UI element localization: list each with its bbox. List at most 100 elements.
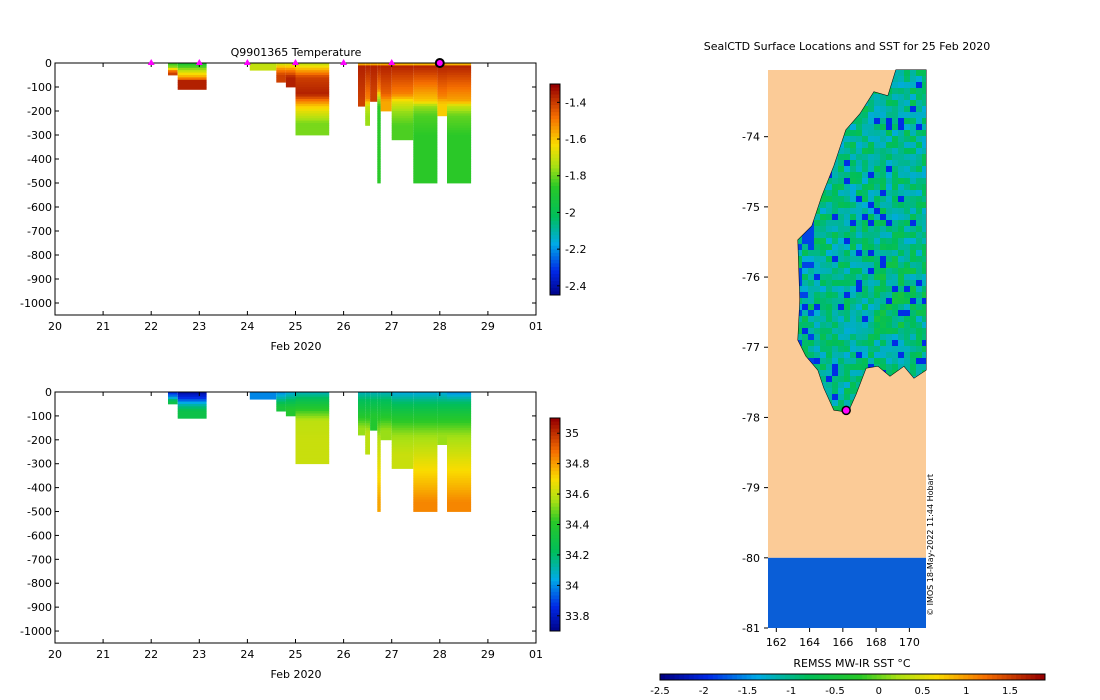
profile-12-cell [413, 461, 438, 465]
sst-cell [814, 208, 820, 214]
profile-11-cell [391, 427, 414, 431]
sst-colorbar-swatch [833, 674, 839, 680]
sst-cell [862, 208, 868, 214]
profile-11-cell [391, 65, 414, 69]
profile-11-cell [391, 444, 414, 448]
sst-colorbar-swatch [939, 674, 945, 680]
sst-cell [898, 352, 904, 358]
profile-1-cell [177, 392, 207, 395]
profile-10-cell [380, 82, 392, 85]
profile-12-cell [413, 473, 438, 477]
colorbar-swatch [550, 98, 560, 103]
profile-3-cell [276, 392, 286, 395]
profile-12-cell [413, 415, 438, 419]
profile-14-cell [447, 482, 472, 486]
sst-cell [802, 274, 808, 280]
sst-colorbar-tick-label: 1 [963, 686, 969, 697]
sst-cell [862, 322, 868, 328]
profile-8-cell [370, 418, 378, 422]
sst-cell [856, 250, 862, 256]
profile-6-cell [358, 432, 366, 436]
sst-colorbar-swatch [770, 674, 776, 680]
sst-cell [880, 340, 886, 346]
sst-cell [904, 322, 910, 328]
profile-5-cell [295, 454, 330, 457]
sst-cell [856, 346, 862, 352]
profile-12-cell [413, 178, 438, 181]
sst-colorbar-swatch [1035, 674, 1041, 680]
profile-6-cell [358, 99, 366, 102]
sst-cell [832, 334, 838, 340]
profile-11-cell [391, 118, 414, 121]
profile-10-cell [380, 435, 392, 438]
sst-cell [904, 118, 910, 124]
sst-cell [886, 304, 892, 310]
profile-8-cell [370, 75, 378, 78]
sst-cell [910, 208, 916, 214]
profile-11-cell [391, 420, 414, 424]
profile-13-cell [437, 425, 447, 429]
profile-7-cell [365, 437, 370, 441]
colorbar-swatch [550, 161, 560, 166]
sst-cell [862, 142, 868, 148]
profile-11-cell [391, 423, 414, 426]
sst-cell [898, 328, 904, 334]
sst-cell [910, 256, 916, 262]
colorbar-swatch [550, 563, 560, 568]
sst-cell [868, 112, 874, 118]
sst-cell [868, 208, 874, 214]
profile-1-cell [177, 75, 207, 78]
profile-14-cell [447, 149, 472, 153]
sst-cell [880, 154, 886, 160]
sst-cell [856, 268, 862, 274]
sst-cell [868, 262, 874, 268]
sst-cell [850, 256, 856, 262]
sst-cell [904, 154, 910, 160]
sst-cell [820, 268, 826, 274]
profile-12-cell [413, 120, 438, 124]
sst-cell [814, 334, 820, 340]
sst-cell [916, 142, 922, 148]
sst-colorbar-tick-label: 0.5 [915, 686, 931, 697]
sst-cell [880, 208, 886, 214]
sst-cell [916, 268, 922, 274]
sst-cell [874, 256, 880, 262]
sst-cell [886, 100, 892, 106]
profile-13-cell [437, 413, 447, 417]
sst-cell [892, 304, 898, 310]
lat-tick-label: -76 [742, 271, 760, 284]
profile-12-cell [413, 430, 438, 434]
sst-cell [916, 208, 922, 214]
sst-colorbar-swatch [982, 674, 988, 680]
x-tick-label: 24 [240, 320, 254, 333]
colorbar-swatch [550, 446, 560, 451]
sst-cell [832, 382, 838, 388]
sst-cell [886, 370, 892, 376]
profile-5-cell [295, 413, 330, 417]
colorbar-swatch [550, 150, 560, 155]
profile-11-cell [391, 70, 414, 73]
sst-cell [910, 364, 916, 370]
profile-8-cell [370, 79, 378, 83]
sst-cell [862, 106, 868, 112]
profile-13-cell [437, 401, 447, 405]
x-tick-label: 29 [481, 648, 495, 661]
sst-cell [814, 268, 820, 274]
profile-11-cell [391, 79, 414, 83]
profile-14-cell [447, 478, 472, 481]
sst-cell [844, 190, 850, 196]
sst-cell [838, 382, 844, 388]
profile-12-cell [413, 399, 438, 402]
sst-cell [856, 376, 862, 382]
profile-9-cell [377, 504, 381, 508]
sst-cell [868, 316, 874, 322]
colorbar-swatch [550, 570, 560, 575]
profile-12-cell [413, 411, 438, 414]
profile-9-cell [377, 418, 381, 422]
sst-cell [916, 166, 922, 172]
profile-12-cell [413, 135, 438, 138]
sst-cell [922, 142, 926, 148]
profile-5-cell [295, 87, 330, 90]
profile-7-cell [365, 91, 370, 95]
profile-12-cell [413, 487, 438, 491]
